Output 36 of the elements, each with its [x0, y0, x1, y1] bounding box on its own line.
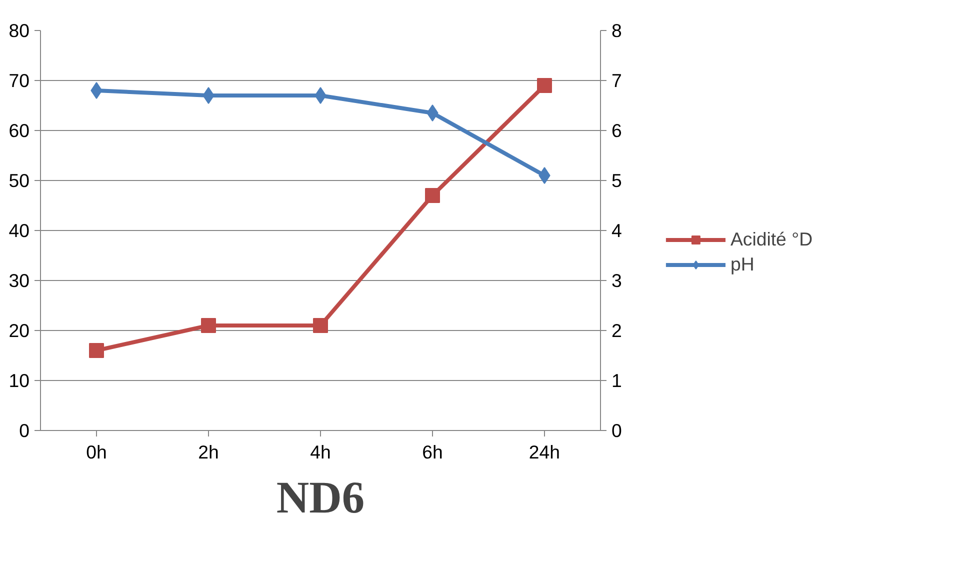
y2-tick-label: 5	[612, 170, 622, 191]
y2-tick-label: 0	[612, 420, 622, 441]
y-tick-label: 70	[8, 70, 30, 91]
x-tick-label: 6h	[422, 442, 443, 462]
point	[202, 87, 214, 104]
y-tick-label: 60	[8, 120, 30, 141]
point	[90, 82, 102, 99]
point	[426, 104, 438, 122]
x-tick-label: 2h	[198, 442, 219, 462]
point	[538, 167, 550, 184]
point	[537, 78, 552, 93]
text: ND6	[276, 472, 365, 522]
y2-tick-label: 6	[612, 120, 622, 141]
point	[313, 318, 328, 333]
y2-tick-label: 4	[612, 220, 622, 241]
y2-tick-label: 8	[612, 20, 622, 41]
legend-label: pH	[730, 253, 754, 275]
y-tick-label: 10	[8, 370, 30, 391]
y2-tick-label: 1	[612, 370, 622, 391]
y-tick-label: 40	[8, 220, 30, 241]
y-tick-label: 50	[8, 170, 30, 191]
point	[425, 188, 440, 203]
point	[89, 343, 104, 358]
y-tick-label: 0	[19, 420, 30, 441]
y2-tick-label: 3	[612, 270, 622, 291]
y2-tick-label: 7	[612, 70, 622, 91]
x-tick-label: 0h	[86, 442, 107, 462]
y-tick-label: 30	[8, 270, 30, 291]
y-tick-label: 80	[8, 20, 30, 41]
point	[201, 318, 216, 333]
x-tick-label: 24h	[528, 442, 560, 462]
legend-label: Acidité °D	[730, 228, 813, 250]
point	[314, 87, 326, 104]
y2-tick-label: 2	[612, 320, 622, 341]
x-tick-label: 4h	[310, 442, 331, 462]
y-tick-label: 20	[8, 320, 30, 341]
